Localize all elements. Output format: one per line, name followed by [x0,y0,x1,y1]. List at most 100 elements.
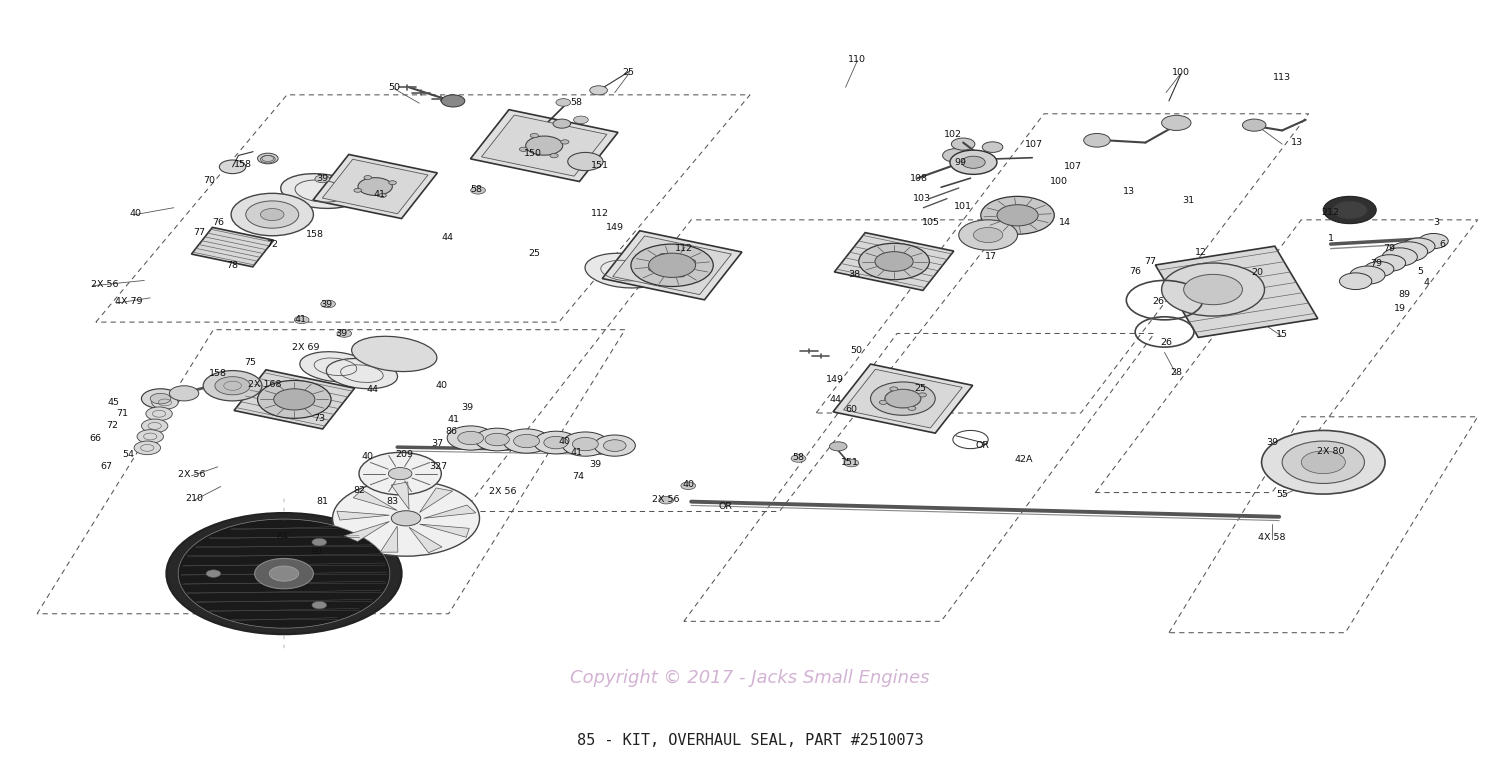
Text: 31: 31 [1182,196,1194,206]
Text: 79: 79 [1383,244,1395,253]
Circle shape [885,390,921,407]
Circle shape [358,178,393,196]
Text: 150: 150 [524,148,542,158]
Text: 54: 54 [122,450,134,459]
Circle shape [962,156,986,169]
Circle shape [890,387,898,391]
Circle shape [354,189,362,192]
Circle shape [333,481,480,557]
Polygon shape [352,490,398,510]
Circle shape [950,150,998,175]
Text: 113: 113 [1274,73,1292,82]
Circle shape [918,393,927,397]
Text: 26: 26 [1152,297,1164,306]
Text: 112: 112 [591,209,609,218]
Circle shape [874,252,914,271]
Text: 28: 28 [1170,369,1182,377]
Circle shape [681,482,696,489]
Text: 82: 82 [352,485,364,495]
Text: 6: 6 [1440,240,1446,249]
Text: 85 - KIT, OVERHAUL SEAL, PART #2510073: 85 - KIT, OVERHAUL SEAL, PART #2510073 [576,733,924,747]
Text: 60: 60 [846,405,858,414]
Circle shape [503,429,550,453]
Circle shape [476,428,519,451]
Circle shape [1350,266,1384,284]
Circle shape [658,254,668,257]
Circle shape [170,386,198,401]
Text: 73: 73 [314,414,326,423]
Ellipse shape [351,336,436,372]
Circle shape [1402,238,1435,254]
Text: 212: 212 [1322,208,1340,216]
Circle shape [1365,261,1394,277]
Text: 151: 151 [591,161,609,170]
Text: 12: 12 [1196,248,1208,257]
Text: OR: OR [718,502,732,512]
Text: 86: 86 [446,427,458,437]
Circle shape [1300,451,1346,474]
Text: 13: 13 [1292,138,1304,147]
Circle shape [372,191,387,199]
Circle shape [270,566,298,581]
Circle shape [1323,196,1376,223]
Text: 84: 84 [276,532,288,541]
Circle shape [447,426,494,450]
Circle shape [364,175,372,179]
Text: 112: 112 [675,244,693,253]
Text: 210: 210 [186,494,204,503]
Text: 2X 56: 2X 56 [652,495,680,504]
Circle shape [590,86,608,95]
Text: 41: 41 [294,315,306,325]
Text: 17: 17 [986,252,998,261]
Text: 101: 101 [954,203,972,212]
Text: 2X 80: 2X 80 [1317,447,1344,456]
Circle shape [859,243,930,280]
Text: 209: 209 [396,450,414,459]
Text: 105: 105 [922,218,940,226]
Text: 25: 25 [915,383,927,393]
Circle shape [603,440,625,451]
Text: 100: 100 [1050,177,1068,186]
Text: 103: 103 [914,194,932,203]
Circle shape [178,519,390,628]
Text: 44: 44 [830,395,842,404]
Text: 149: 149 [606,223,624,232]
Circle shape [231,193,314,236]
Circle shape [530,134,538,138]
Circle shape [134,441,160,455]
Circle shape [141,389,180,408]
Polygon shape [612,236,732,295]
Circle shape [687,260,696,264]
Text: 110: 110 [849,55,867,63]
Circle shape [870,382,934,415]
Polygon shape [471,110,618,182]
Text: 3: 3 [1434,218,1440,227]
Circle shape [519,147,528,152]
Text: 40: 40 [435,381,447,390]
Text: 102: 102 [944,131,962,139]
Circle shape [550,154,558,158]
Polygon shape [322,159,428,214]
Circle shape [258,153,278,164]
Circle shape [1184,274,1242,305]
Text: 42A: 42A [1014,455,1032,464]
Text: 58: 58 [792,453,804,462]
Circle shape [214,376,250,395]
Circle shape [525,136,562,155]
Text: 77: 77 [1144,257,1156,266]
Circle shape [844,459,859,467]
Text: 4: 4 [1424,278,1430,288]
Circle shape [830,442,848,451]
Circle shape [261,155,274,163]
Text: 39: 39 [321,300,333,309]
Circle shape [1161,263,1264,316]
Polygon shape [482,115,608,176]
Text: 1: 1 [1328,234,1334,243]
Text: 2X 56: 2X 56 [177,470,206,479]
Polygon shape [192,227,273,267]
Circle shape [676,273,686,277]
Text: 58: 58 [570,98,582,107]
Circle shape [998,205,1038,226]
Text: 81: 81 [316,497,328,506]
Circle shape [484,434,510,446]
